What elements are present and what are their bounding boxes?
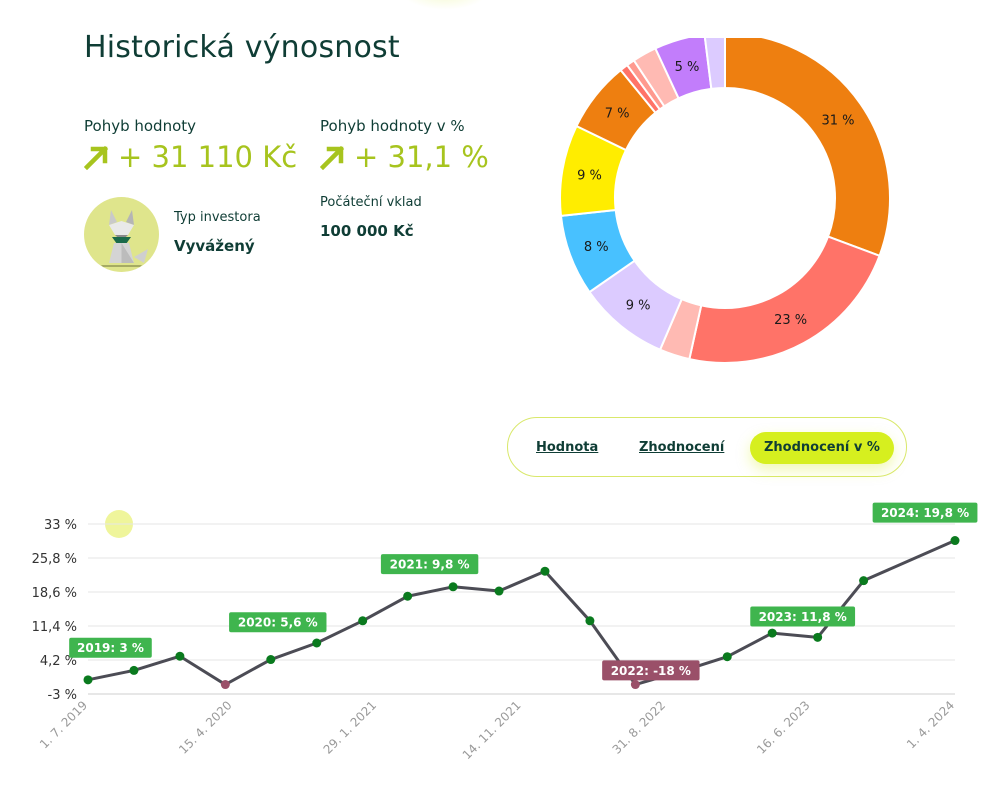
- x-tick-label: 1. 4. 2024: [904, 698, 957, 751]
- donut-slice-label: 31 %: [821, 114, 854, 129]
- annotation-label: 2021: 9,8 %: [390, 558, 470, 572]
- annotation-label: 2023: 11,8 %: [759, 610, 847, 624]
- annotation-box: [602, 660, 700, 681]
- initial-deposit-value: 100 000 Kč: [320, 222, 414, 240]
- annotation-box: [69, 637, 152, 658]
- y-tick-label: 33 %: [44, 518, 77, 533]
- arrow-up-right-icon: [320, 145, 345, 170]
- value-change-amount: + 31 110 Kč: [118, 140, 298, 174]
- data-point: [722, 652, 732, 662]
- y-tick-label: 4,2 %: [40, 654, 77, 669]
- value-change-label: Pohyb hodnoty: [84, 117, 197, 135]
- year-annotation: 2024: 19,8 %: [872, 502, 978, 523]
- fox-icon: [101, 210, 148, 267]
- data-point: [859, 576, 869, 586]
- decorative-glow: [400, 0, 490, 10]
- allocation-donut-chart: 31 % 23 % 9 % 8 % 9 % 7 % 5 %: [559, 38, 891, 364]
- percent-change-amount: + 31,1 %: [354, 140, 489, 174]
- tab-zhodnoceni-percent[interactable]: Zhodnocení v %: [750, 432, 894, 464]
- x-tick-label: 16. 6. 2023: [754, 698, 812, 756]
- annotation-label: 2019: 3 %: [77, 641, 144, 655]
- donut-slice: [688, 235, 881, 364]
- donut-slice: [724, 38, 891, 258]
- x-tick-label: 1. 7. 2019: [37, 698, 90, 751]
- data-point: [585, 616, 595, 626]
- annotation-box: [872, 502, 978, 523]
- data-point: [448, 582, 458, 592]
- year-annotation: 2020: 5,6 %: [229, 612, 327, 633]
- data-point: [266, 655, 276, 665]
- donut-slice-label: 9 %: [626, 299, 651, 314]
- historical-returns-line-chart: 33 % 25,8 % 18,6 % 11,4 % 4,2 % -3 %1. 7. 201…: [32, 502, 978, 762]
- data-point: [494, 586, 504, 596]
- data-point: [540, 566, 550, 576]
- data-point: [950, 536, 960, 546]
- annotation-box: [380, 554, 479, 575]
- donut-slice-label: 9 %: [577, 169, 602, 184]
- investor-fox-avatar: [84, 197, 159, 272]
- data-point: [358, 616, 368, 626]
- data-point: [220, 680, 230, 690]
- tab-zhodnoceni[interactable]: Zhodnocení: [639, 440, 725, 455]
- x-tick-label: 29. 1. 2021: [321, 698, 379, 756]
- data-point: [83, 675, 93, 685]
- data-point: [403, 591, 413, 601]
- donut-slice-label: 5 %: [675, 60, 700, 75]
- x-tick-label: 15. 4. 2020: [176, 698, 234, 756]
- y-tick-label: 11,4 %: [32, 620, 77, 635]
- investor-type-label: Typ investora: [174, 210, 261, 225]
- y-tick-label: -3 %: [48, 688, 77, 703]
- x-tick-label: 14. 11. 2021: [460, 698, 524, 762]
- value-change: + 31 110 Kč: [84, 140, 297, 174]
- donut-slice-label: 23 %: [774, 313, 807, 328]
- y-tick-label: 25,8 %: [32, 552, 77, 567]
- year-annotation: 2022: -18 %: [602, 660, 700, 681]
- tab-hodnota[interactable]: Hodnota: [536, 440, 599, 455]
- year-annotation: 2023: 11,8 %: [750, 606, 856, 627]
- data-point: [175, 651, 185, 661]
- year-annotation: 2021: 9,8 %: [380, 554, 479, 575]
- chart-mode-toggle: Hodnota Zhodnocení Zhodnocení v %: [507, 417, 907, 477]
- donut-slice-label: 8 %: [584, 240, 609, 255]
- investor-type-value: Vyvážený: [174, 237, 255, 255]
- initial-deposit-label: Počáteční vklad: [320, 195, 422, 210]
- annotation-label: 2024: 19,8 %: [881, 506, 969, 520]
- percent-change-label: Pohyb hodnoty v %: [320, 117, 465, 135]
- data-point: [767, 628, 777, 638]
- data-point: [312, 638, 322, 648]
- annotation-box: [229, 612, 327, 633]
- donut-slice: [703, 38, 726, 90]
- annotation-box: [750, 606, 856, 627]
- data-point: [129, 665, 139, 675]
- annotation-label: 2020: 5,6 %: [238, 616, 318, 630]
- data-point: [813, 632, 823, 642]
- x-tick-label: 31. 8. 2022: [610, 698, 668, 756]
- donut-slice-label: 7 %: [605, 107, 630, 122]
- data-point: [630, 680, 640, 690]
- page-title: Historická výnosnost: [84, 30, 400, 65]
- year-annotation: 2019: 3 %: [69, 637, 152, 658]
- percent-change: + 31,1 %: [320, 140, 489, 174]
- arrow-up-right-icon: [84, 145, 109, 170]
- y-tick-label: 18,6 %: [32, 586, 77, 601]
- annotation-label: 2022: -18 %: [611, 664, 691, 678]
